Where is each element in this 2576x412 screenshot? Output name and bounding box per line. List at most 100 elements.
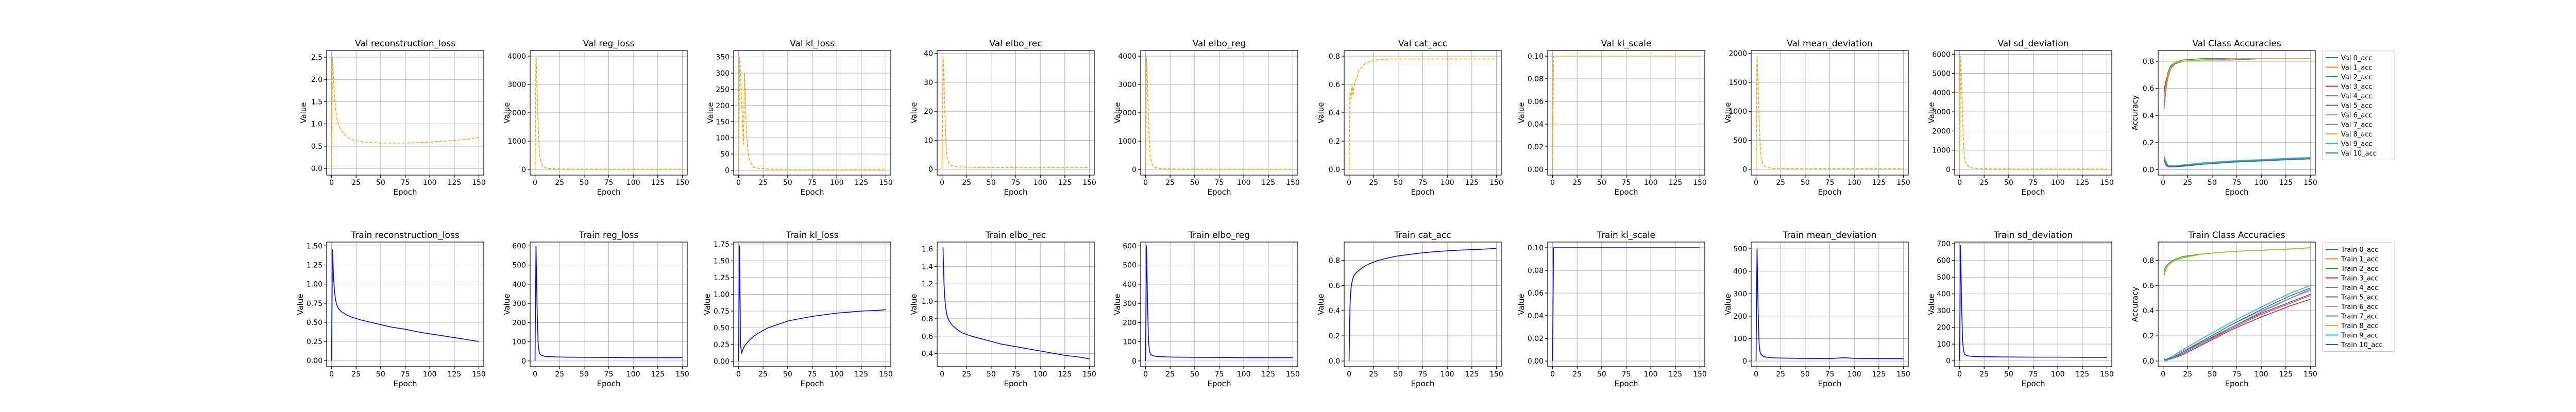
y-tick-label: 0.4 xyxy=(1329,307,1340,315)
y-tick-label: 400 xyxy=(1937,290,1951,299)
legend-label: Val 0_acc xyxy=(2341,55,2372,62)
y-tick-label: 1.00 xyxy=(307,281,323,289)
series-line-17-train-mean-deviation-0 xyxy=(1755,248,1904,362)
y-tick-label: 4000 xyxy=(1118,53,1137,61)
y-tick-label: 30 xyxy=(924,79,933,87)
x-tick-label: 100 xyxy=(423,179,437,187)
series-line-13-train-elbo-rec-0 xyxy=(942,247,1090,359)
y-tick-label: 1.00 xyxy=(714,290,730,299)
x-tick-label: 0 xyxy=(1143,179,1148,187)
x-tick-label: 100 xyxy=(423,370,437,379)
y-tick-label: 5000 xyxy=(1932,70,1951,78)
x-tick-label: 0 xyxy=(2161,179,2165,187)
legend-label: Val 6_acc xyxy=(2341,112,2372,119)
x-tick-label: 50 xyxy=(1597,370,1606,379)
y-tick-label: 40 xyxy=(924,50,933,58)
x-tick-label: 0 xyxy=(736,179,741,187)
x-tick-label: 125 xyxy=(2279,370,2293,379)
subplot-title: Val kl_loss xyxy=(790,39,835,49)
y-tick-label: 0.06 xyxy=(1528,289,1544,298)
series-line-11-train-reg-loss-0 xyxy=(534,245,683,361)
x-tick-label: 125 xyxy=(447,179,461,187)
x-tick-label: 100 xyxy=(1848,370,1861,379)
x-tick-label: 50 xyxy=(1597,179,1606,187)
y-tick-label: 500 xyxy=(1937,273,1951,282)
x-axis-label: Epoch xyxy=(597,379,621,388)
x-tick-label: 150 xyxy=(1082,179,1096,187)
x-tick-label: 150 xyxy=(1489,370,1503,379)
x-tick-label: 25 xyxy=(555,370,564,379)
x-tick-label: 50 xyxy=(1801,179,1810,187)
subplot-title: Train elbo_reg xyxy=(1188,230,1250,241)
y-tick-label: 20 xyxy=(924,108,933,116)
x-tick-label: 100 xyxy=(1033,370,1047,379)
y-tick-label: 1.0 xyxy=(922,298,933,306)
y-tick-label: 0 xyxy=(1742,166,1747,174)
y-tick-label: 50 xyxy=(720,150,730,159)
y-axis-label: Value xyxy=(909,294,919,315)
x-tick-label: 0 xyxy=(1957,370,1962,379)
x-tick-label: 150 xyxy=(675,370,689,379)
x-tick-label: 0 xyxy=(1347,179,1351,187)
y-tick-label: 2000 xyxy=(1728,50,1747,58)
x-axis-label: Epoch xyxy=(2022,379,2045,388)
x-tick-label: 150 xyxy=(1489,179,1503,187)
subplot-5-val-cat-acc: 0 25 50 75 100 125 150 0.0 0.2 0.4 0.6 0.8 Val cat_a… xyxy=(1316,39,1503,197)
y-tick-label: 0.08 xyxy=(1528,75,1544,83)
y-tick-label: 300 xyxy=(716,70,730,78)
y-tick-label: 0.2 xyxy=(2143,332,2154,340)
y-tick-label: 0.00 xyxy=(714,358,730,366)
x-axis-label: Epoch xyxy=(801,187,824,197)
series-group-7-val-mean-deviation xyxy=(1755,56,1904,169)
y-tick-label: 0.50 xyxy=(307,319,323,327)
y-tick-label: 500 xyxy=(1733,136,1747,145)
y-tick-label: 0.0 xyxy=(311,165,323,173)
x-tick-label: 150 xyxy=(879,370,893,379)
x-tick-label: 50 xyxy=(376,370,385,379)
y-tick-label: 0.6 xyxy=(922,333,933,341)
x-tick-label: 100 xyxy=(2255,179,2268,187)
series-group-18-train-sd-deviation xyxy=(1959,245,2107,361)
x-tick-label: 25 xyxy=(1369,370,1378,379)
x-tick-label: 25 xyxy=(1572,370,1582,379)
y-tick-label: 300 xyxy=(1937,307,1951,315)
y-tick-label: 0.25 xyxy=(714,341,730,349)
subplot-6-val-kl-scale: 0 25 50 75 100 125 150 0.00 0.02 0.04 0.06 0.08 0.10… xyxy=(1517,39,1707,197)
subplot-18-train-sd-deviation: 0 25 50 75 100 125 150 0 100 200 300 400 500 600 700 Tr… xyxy=(1927,230,2114,388)
x-axis-label: Epoch xyxy=(1615,187,1638,197)
series-group-19-train-class-accuracies xyxy=(2163,247,2311,362)
y-axis-label: Value xyxy=(1723,102,1733,123)
y-tick-label: 400 xyxy=(1123,281,1137,289)
x-tick-label: 50 xyxy=(2208,370,2217,379)
y-tick-label: 0 xyxy=(1946,166,1951,174)
x-tick-label: 75 xyxy=(401,370,410,379)
x-tick-label: 150 xyxy=(2100,179,2114,187)
y-tick-label: 100 xyxy=(1937,340,1951,349)
x-tick-label: 75 xyxy=(1622,179,1631,187)
x-tick-label: 150 xyxy=(2100,370,2114,379)
y-tick-label: 0.6 xyxy=(2143,282,2154,290)
y-tick-label: 0.8 xyxy=(1329,256,1340,265)
y-tick-label: 0.8 xyxy=(922,315,933,323)
y-tick-label: 500 xyxy=(512,262,526,270)
x-tick-label: 150 xyxy=(1896,370,1910,379)
x-tick-label: 50 xyxy=(1190,179,1199,187)
y-tick-label: 0.50 xyxy=(714,324,730,333)
x-axis-label: Epoch xyxy=(1818,379,1842,388)
subplot-title: Train kl_scale xyxy=(1597,230,1655,241)
x-tick-label: 0 xyxy=(1550,370,1555,379)
series-group-12-train-kl-loss xyxy=(738,245,886,362)
x-tick-label: 125 xyxy=(651,179,665,187)
x-axis-label: Epoch xyxy=(1411,187,1435,197)
x-tick-label: 100 xyxy=(626,179,640,187)
x-tick-label: 25 xyxy=(758,179,768,187)
x-tick-label: 50 xyxy=(1394,370,1403,379)
series-group-13-train-elbo-rec xyxy=(942,247,1090,359)
y-tick-label: 0.10 xyxy=(1528,53,1544,61)
y-tick-label: 1000 xyxy=(1932,147,1951,155)
x-axis-label: Epoch xyxy=(394,187,417,197)
x-tick-label: 50 xyxy=(783,370,792,379)
legend-label: Train 5_acc xyxy=(2341,294,2378,302)
